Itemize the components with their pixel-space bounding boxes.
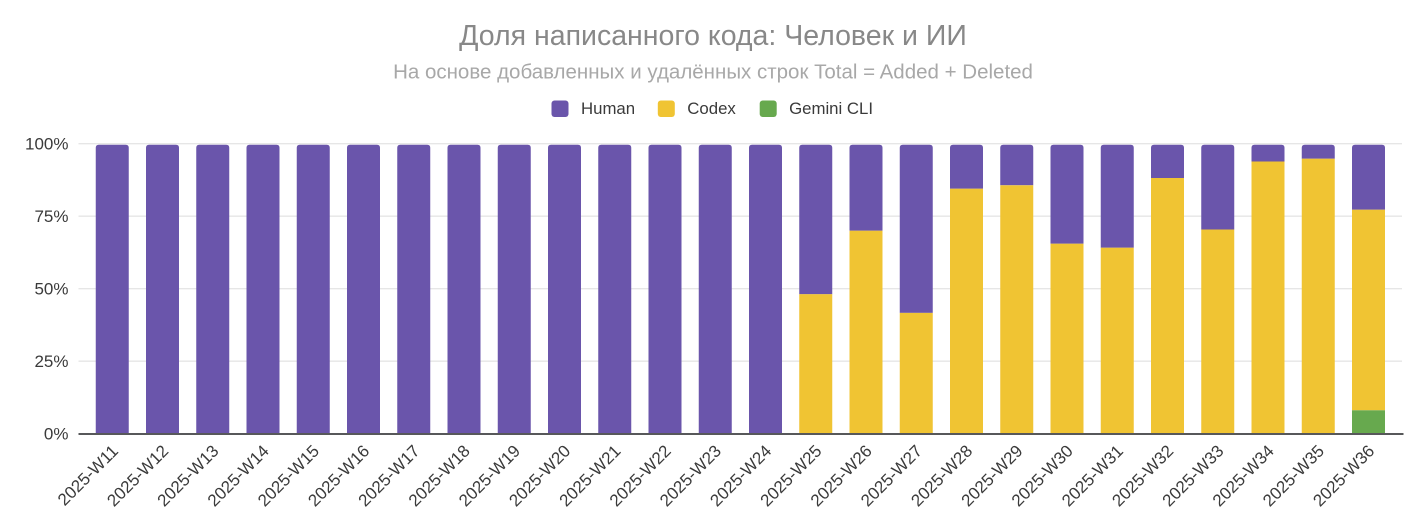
svg-text:Codex: Codex — [687, 99, 736, 118]
svg-text:50%: 50% — [34, 280, 68, 299]
svg-text:Human: Human — [581, 99, 635, 118]
svg-text:0%: 0% — [44, 425, 69, 444]
svg-text:75%: 75% — [34, 207, 68, 226]
svg-text:25%: 25% — [34, 352, 68, 371]
svg-text:100%: 100% — [25, 135, 68, 154]
svg-text:На основе добавленных и удалён: На основе добавленных и удалённых строк … — [393, 61, 1033, 84]
svg-text:Gemini CLI: Gemini CLI — [789, 99, 873, 118]
svg-text:Доля написанного кода: Человек: Доля написанного кода: Человек и ИИ — [459, 20, 967, 52]
